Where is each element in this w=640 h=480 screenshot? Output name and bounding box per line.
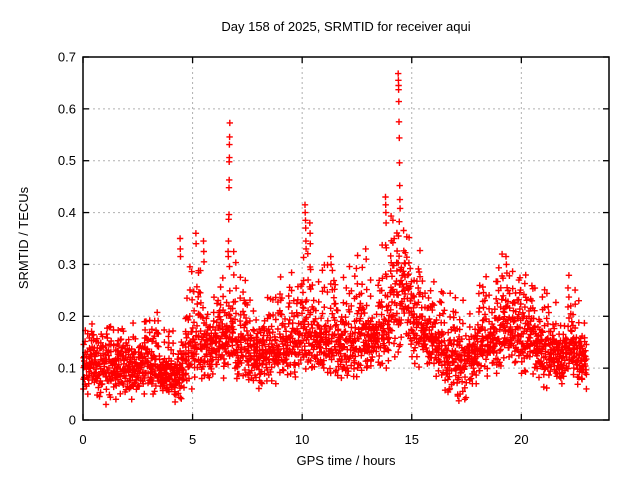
gridlines bbox=[83, 57, 609, 420]
y-tick-label: 0.5 bbox=[58, 153, 76, 168]
y-axis-label: SRMTID / TECUs bbox=[16, 186, 31, 289]
plot-frame bbox=[82, 56, 610, 421]
y-tick-label: 0 bbox=[69, 413, 76, 428]
x-axis-label: GPS time / hours bbox=[297, 453, 396, 468]
y-tick-label: 0.1 bbox=[58, 361, 76, 376]
data-points bbox=[80, 70, 590, 408]
y-tick-label: 0.6 bbox=[58, 101, 76, 116]
y-tick-label: 0.7 bbox=[58, 50, 76, 65]
x-tick-label: 5 bbox=[189, 432, 196, 447]
y-tick-label: 0.3 bbox=[58, 257, 76, 272]
chart-title: Day 158 of 2025, SRMTID for receiver aqu… bbox=[221, 19, 470, 34]
x-tick-label: 20 bbox=[514, 432, 528, 447]
y-tick-label: 0.2 bbox=[58, 309, 76, 324]
scatter-series bbox=[80, 70, 590, 408]
tick-labels: 0 5 10 15 20 0 0.1 0.2 0.3 0.4 0.5 0.6 0.7 bbox=[58, 50, 529, 448]
y-tick-label: 0.4 bbox=[58, 205, 76, 220]
x-tick-label: 15 bbox=[405, 432, 419, 447]
x-tick-label: 0 bbox=[79, 432, 86, 447]
x-tick-label: 10 bbox=[295, 432, 309, 447]
plot-border bbox=[82, 56, 610, 421]
